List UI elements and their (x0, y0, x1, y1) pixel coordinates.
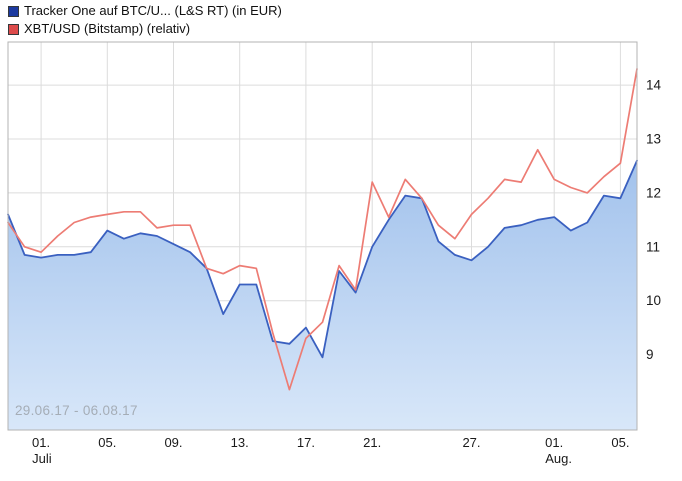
series-tracker-line (7, 159, 638, 359)
legend-label-xbtusd: XBT/USD (Bitstamp) (relativ) (24, 21, 191, 36)
x-axis-month-label: Juli (32, 451, 52, 466)
y-axis-label: 14 (646, 78, 662, 93)
legend-label-tracker: Tracker One auf BTC/U... (L&S RT) (in EU… (24, 3, 282, 18)
legend-item-tracker: Tracker One auf BTC/U... (L&S RT) (in EU… (8, 3, 282, 19)
x-axis-month-label: Aug. (545, 451, 572, 466)
x-axis-label: 27. (462, 435, 480, 450)
y-axis-label: 11 (646, 239, 660, 254)
x-axis-label: 09. (164, 435, 182, 450)
plot-border (7, 41, 638, 431)
y-axis-label: 13 (646, 132, 661, 147)
date-range-watermark: 29.06.17 - 06.08.17 (15, 403, 138, 418)
x-axis-label: 01. (545, 435, 563, 450)
x-axis-label: 17. (297, 435, 315, 450)
x-axis-label: 21. (363, 435, 381, 450)
legend-swatch-tracker-icon (8, 6, 19, 17)
series-xbtusd-line (7, 68, 638, 391)
y-axis-label: 10 (646, 293, 661, 308)
legend-item-xbtusd: XBT/USD (Bitstamp) (relativ) (8, 21, 282, 37)
y-axis-label: 9 (646, 347, 654, 362)
x-axis-label: 13. (231, 435, 249, 450)
chart-legend: Tracker One auf BTC/U... (L&S RT) (in EU… (8, 3, 282, 39)
legend-swatch-xbtusd-icon (8, 24, 19, 35)
y-axis-label: 12 (646, 185, 661, 200)
x-axis-label: 05. (611, 435, 629, 450)
series-tracker-fill (8, 160, 637, 430)
x-axis-label: 05. (98, 435, 116, 450)
x-axis-label: 01. (32, 435, 50, 450)
